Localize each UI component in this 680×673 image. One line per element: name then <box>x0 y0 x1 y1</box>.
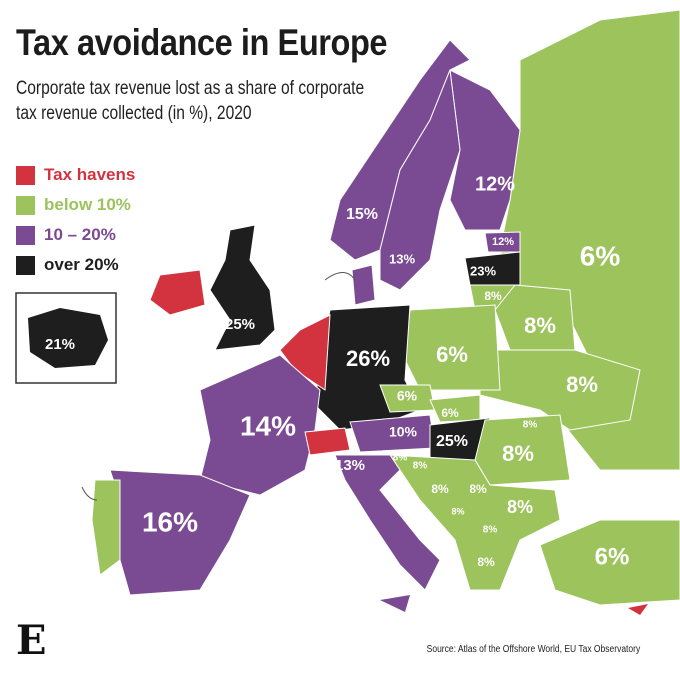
region-value-label: 23% <box>470 263 496 278</box>
region-denmark <box>351 264 376 306</box>
legend-label: 10 – 20% <box>44 225 116 244</box>
region-value-label: 13% <box>389 251 415 266</box>
source-note: Source: Atlas of the Offshore World, EU … <box>426 644 640 655</box>
region-value-label: 8% <box>507 497 533 517</box>
region-value-label: 8% <box>469 482 487 496</box>
region-value-label: 8% <box>566 372 598 397</box>
publisher-logo: E <box>16 617 47 664</box>
region-sicily <box>380 595 410 612</box>
region-value-label: 25% <box>436 433 468 450</box>
region-ireland <box>149 269 206 316</box>
region-value-label: 8% <box>413 461 428 472</box>
legend-item-10-20: 10 – 20% <box>16 220 135 250</box>
region-value-label: 8% <box>477 555 495 569</box>
region-value-label: 6% <box>595 543 630 570</box>
region-value-label: 10% <box>389 424 418 440</box>
legend-swatch <box>16 195 35 215</box>
region-value-label: 13% <box>335 457 365 474</box>
legend-swatch <box>16 165 35 185</box>
region-value-label: 8% <box>431 482 449 496</box>
legend-label: below 10% <box>44 195 131 214</box>
region-value-label: 6% <box>436 342 468 367</box>
region-value-label: 9% <box>68 469 93 488</box>
page-title: Tax avoidance in Europe <box>16 22 388 63</box>
legend-item-tax-havens: Tax havens <box>16 160 135 190</box>
region-value-label: 6% <box>580 240 621 271</box>
region-value-label: 8% <box>523 420 538 431</box>
region-ukraine <box>479 349 641 431</box>
legend-swatch <box>16 255 35 275</box>
region-france <box>199 354 321 496</box>
region-value-label: 8% <box>502 441 534 466</box>
region-finland <box>449 69 521 231</box>
region-value-label: 8% <box>483 525 498 536</box>
region-portugal <box>91 479 121 576</box>
legend-item-below-10: below 10% <box>16 190 135 220</box>
region-value-label: 8% <box>393 453 408 464</box>
region-balkans <box>389 454 561 591</box>
portugal-leader-line <box>81 486 98 501</box>
region-value-label: 14% <box>240 410 296 441</box>
subtitle: Corporate tax revenue lost as a share of… <box>16 78 365 124</box>
region-switzerland <box>304 427 351 456</box>
region-value-label: 15% <box>346 206 378 223</box>
legend: Tax havens below 10% 10 – 20% over 20% <box>16 160 135 280</box>
region-cyprus <box>628 604 648 615</box>
region-turkey <box>539 519 680 606</box>
region-romania <box>474 414 571 486</box>
legend-swatch <box>16 225 35 245</box>
region-uk <box>209 224 276 351</box>
denmark-leader-line <box>324 272 356 281</box>
legend-item-over-20: over 20% <box>16 250 135 280</box>
region-value-label: 12% <box>475 173 515 195</box>
region-value-label: 12% <box>492 236 514 248</box>
region-value-label: 8% <box>484 289 502 303</box>
region-value-label: 25% <box>225 316 255 333</box>
region-value-label: 10% <box>295 271 321 286</box>
region-value-label: 21% <box>45 336 75 353</box>
region-italy <box>334 454 441 591</box>
region-iceland <box>28 308 108 368</box>
region-value-label: 8% <box>524 313 556 338</box>
region-value-label: 6% <box>441 406 459 420</box>
region-benelux <box>279 314 331 391</box>
legend-label: over 20% <box>44 255 119 274</box>
region-norway <box>329 39 471 261</box>
region-value-label: 16% <box>142 506 198 537</box>
region-value-label: 8% <box>451 506 464 516</box>
iceland-inset-frame <box>15 292 117 384</box>
region-value-label: 6% <box>397 388 418 404</box>
region-value-label: 26% <box>346 346 390 371</box>
legend-label: Tax havens <box>44 165 136 184</box>
region-sweden <box>379 69 461 291</box>
